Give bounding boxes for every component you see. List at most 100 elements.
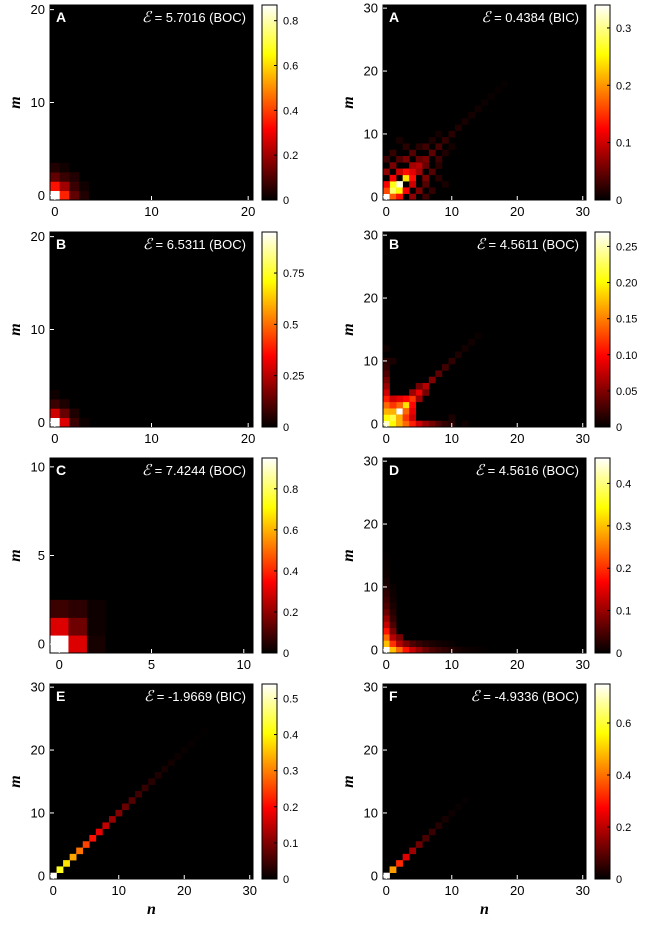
heatmap-cell <box>474 332 482 340</box>
colorbar-gradient <box>594 4 611 201</box>
heatmap-cell <box>409 149 417 157</box>
heatmap-cell <box>422 162 430 169</box>
heatmap-cell <box>441 646 449 654</box>
heatmap-cell <box>422 181 430 188</box>
heatmap-cell <box>402 414 410 422</box>
heatmap-cell <box>389 646 397 654</box>
colorbar-tick-label: 0.75 <box>283 268 304 280</box>
heatmap-cell <box>481 646 489 654</box>
heatmap-cell <box>441 149 449 157</box>
heatmap-cell <box>422 193 430 201</box>
heatmap-cell <box>383 627 390 635</box>
y-tick-label: 10 <box>31 322 45 337</box>
heatmap-cell <box>409 847 417 855</box>
heatmap-cell <box>79 181 89 192</box>
heatmap-cell <box>409 193 417 201</box>
heatmap-cell <box>396 640 403 648</box>
heatmap-cell <box>402 143 410 150</box>
colorbar-gradient <box>594 231 611 428</box>
x-tick-label: 10 <box>237 657 251 672</box>
heatmap-cell <box>68 635 88 654</box>
heatmap-cell <box>174 753 182 760</box>
heatmap-cell <box>108 816 116 823</box>
heatmap-cell <box>402 168 410 176</box>
heatmap-cell <box>79 417 89 428</box>
colorbar: 0 0.1 0.2 0.3 0.4 0.5 <box>261 683 298 886</box>
y-tick-label: 0 <box>371 189 378 204</box>
heatmap-cell <box>383 345 390 352</box>
heatmap-cell <box>409 640 417 648</box>
heatmap-cell <box>389 866 397 874</box>
colorbar-tick-label: 0 <box>616 195 622 207</box>
y-tick-label: 10 <box>364 579 378 594</box>
plot-frame <box>382 231 587 428</box>
colorbar-tick-label: 0.4 <box>283 730 298 742</box>
heatmap-cell <box>422 640 430 648</box>
colorbar-tick-label: 0.15 <box>616 314 637 326</box>
colorbar-tick-label: 0.4 <box>616 478 631 490</box>
heatmap-cell <box>455 803 462 811</box>
heatmap-cell <box>389 583 397 591</box>
panel-label: E <box>56 688 65 704</box>
heatmap-cell <box>389 187 397 195</box>
heatmap-cell <box>396 646 403 654</box>
heatmap-cell <box>128 797 136 804</box>
colorbar-tick-label: 0.6 <box>283 61 298 73</box>
heatmap-cell <box>422 143 430 150</box>
heatmap-cell <box>69 417 80 428</box>
heatmap-cell <box>154 772 162 779</box>
panel-label: B <box>389 236 399 252</box>
y-tick-label: 10 <box>364 805 378 820</box>
x-tick-label: 20 <box>241 204 255 219</box>
plot-area <box>383 458 586 653</box>
x-tick-label: 10 <box>445 204 459 219</box>
heatmap-cell <box>59 162 70 173</box>
heatmap-cell <box>415 420 423 428</box>
heatmap-cell <box>50 617 69 636</box>
heatmap-cell <box>435 130 443 138</box>
heatmap-cell <box>402 174 410 182</box>
y-axis-label: m <box>340 323 357 335</box>
colorbar-tick-label: 0.25 <box>283 371 304 383</box>
heatmap-cell <box>389 634 397 641</box>
heatmap-cell <box>389 590 397 597</box>
heatmap-cell <box>487 93 495 100</box>
panel-label: A <box>389 9 399 25</box>
heatmap-cell <box>402 401 410 409</box>
heatmap-cell <box>383 395 390 403</box>
heatmap-cell <box>383 602 390 610</box>
y-tick-label: 30 <box>364 1 378 16</box>
y-axis-label: m <box>7 775 24 787</box>
heatmap-cell <box>389 174 397 182</box>
heatmap-cell <box>402 646 410 654</box>
heatmap-cell <box>441 181 449 188</box>
y-tick-label: 0 <box>38 868 45 883</box>
heatmap-cell <box>396 420 403 428</box>
energy-symbol: ℰ <box>476 237 487 253</box>
heatmap-cell <box>89 834 97 842</box>
heatmap-cell <box>435 640 443 648</box>
heatmap-cell <box>461 797 469 804</box>
heatmap-cell <box>187 740 195 748</box>
heatmap-cell <box>389 615 397 622</box>
y-tick-label: 10 <box>364 126 378 141</box>
x-tick-label: 20 <box>510 431 524 446</box>
colorbar-gradient <box>594 457 611 654</box>
colorbar-tick-label: 0 <box>283 195 289 207</box>
heatmap-cell <box>59 408 70 419</box>
x-tick-label: 20 <box>177 883 191 898</box>
colorbar-gradient <box>261 457 278 654</box>
heatmap-cell <box>435 155 443 163</box>
x-tick-label: 10 <box>445 883 459 898</box>
energy-symbol: ℰ <box>142 463 153 479</box>
heatmap-cell <box>396 181 403 188</box>
heatmap-cell <box>428 646 436 654</box>
colorbar-tick-label: 0.5 <box>283 319 298 331</box>
energy-value: = 5.7016 (BOC) <box>151 10 246 25</box>
heatmap-cell <box>415 187 423 195</box>
heatmap-cell <box>428 376 436 384</box>
energy-value: = 4.5611 (BOC) <box>485 237 579 252</box>
x-tick-label: 10 <box>144 431 158 446</box>
y-tick-label: 30 <box>364 454 378 469</box>
